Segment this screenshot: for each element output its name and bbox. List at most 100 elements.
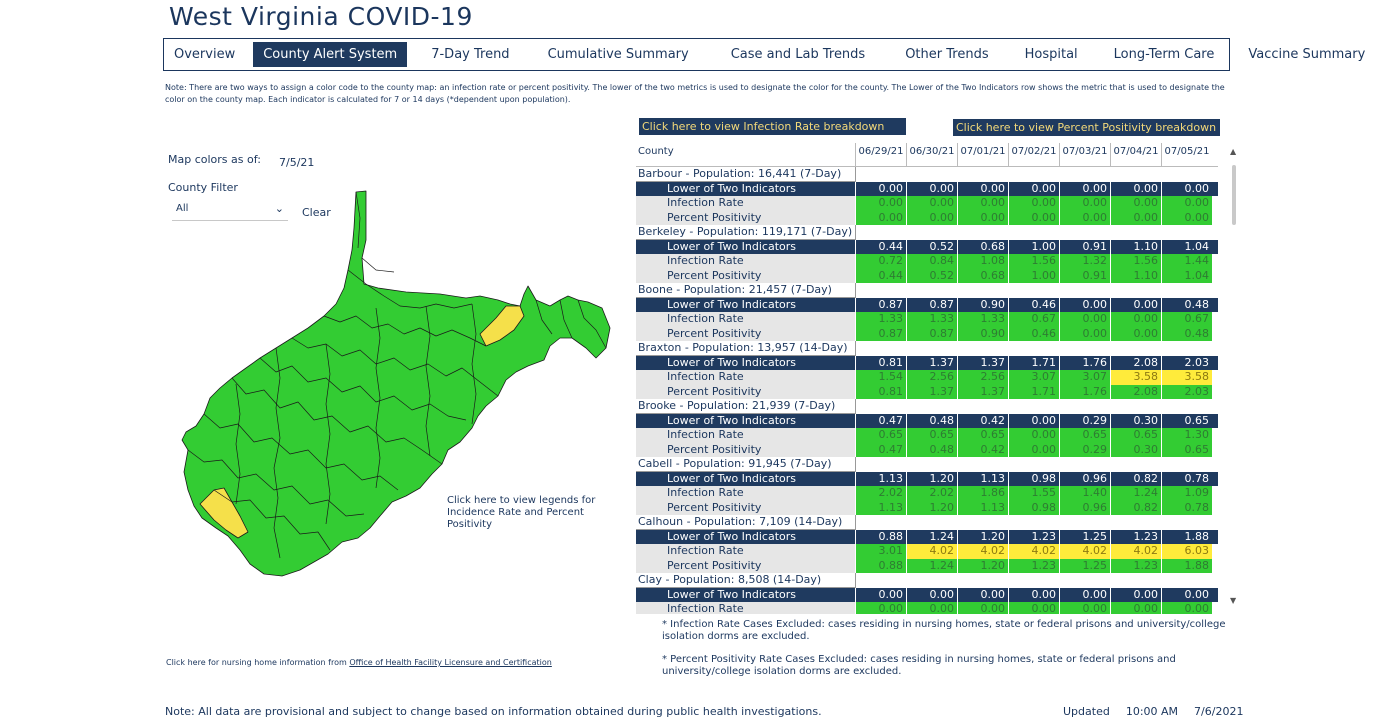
percent-positivity-row[interactable]: Percent Positivity 0.47 0.48 0.42 0.00 0.29 0.… bbox=[636, 442, 1218, 457]
scroll-up-icon[interactable]: ▲ bbox=[1230, 147, 1237, 156]
lower-of-two-indicators-row[interactable]: Lower of Two Indicators 0.44 0.52 0.68 1.00 0… bbox=[636, 239, 1218, 254]
county-column-header[interactable]: County bbox=[638, 146, 674, 157]
tab-hospital[interactable]: Hospital bbox=[1024, 47, 1078, 62]
percent-positivity-breakdown-button[interactable]: Click here to view Percent Positivity br… bbox=[953, 119, 1220, 136]
percent-positivity-row[interactable]: Percent Positivity 0.88 1.24 1.20 1.23 1.25 1.… bbox=[636, 558, 1218, 573]
metric-cell: 0.48 bbox=[906, 442, 957, 457]
date-column-header[interactable]: 07/01/21 bbox=[957, 143, 1008, 166]
tab-case-and-lab-trends[interactable]: Case and Lab Trends bbox=[730, 47, 866, 62]
metric-cell: 0.00 bbox=[1110, 587, 1161, 602]
nav-bar: Overview County Alert System 7-Day Trend Cu… bbox=[163, 38, 1365, 71]
clear-filter-button[interactable]: Clear bbox=[302, 206, 331, 219]
tab-overview[interactable]: Overview bbox=[174, 47, 236, 62]
date-column-header[interactable]: 07/02/21 bbox=[1008, 143, 1059, 166]
county-name: Brooke - Population: 21,939 (7-Day) bbox=[636, 399, 856, 414]
metric-cell: 0.48 bbox=[906, 413, 957, 428]
date-column-header[interactable]: 06/29/21 bbox=[855, 143, 906, 166]
county-map[interactable] bbox=[180, 188, 612, 580]
metric-cell: 1.71 bbox=[1008, 384, 1059, 399]
date-column-header[interactable]: 07/04/21 bbox=[1110, 143, 1161, 166]
infection-rate-row[interactable]: Infection Rate 0.00 0.00 0.00 0.00 0.00 0.00 0.… bbox=[636, 196, 1218, 211]
county-row[interactable]: Braxton - Population: 13,957 (14-Day) bbox=[636, 341, 1218, 356]
lower-of-two-indicators-row[interactable]: Lower of Two Indicators 0.00 0.00 0.00 0.00 0… bbox=[636, 587, 1218, 602]
infection-rate-row[interactable]: Infection Rate 0.00 0.00 0.00 0.00 0.00 0.00 0.… bbox=[636, 602, 1218, 614]
percent-positivity-row[interactable]: Percent Positivity 0.87 0.87 0.90 0.46 0.00 0.… bbox=[636, 326, 1218, 341]
metric-cell: 1.24 bbox=[1110, 486, 1161, 501]
lower-of-two-indicators-row[interactable]: Lower of Two Indicators 0.47 0.48 0.42 0.00 0… bbox=[636, 413, 1218, 428]
metric-cell: 1.13 bbox=[855, 471, 906, 486]
county-row[interactable]: Berkeley - Population: 119,171 (7-Day) bbox=[636, 225, 1218, 240]
scrollbar-thumb[interactable] bbox=[1232, 165, 1236, 225]
county-map-yellow-northeast[interactable] bbox=[479, 305, 525, 347]
county-map-state-shape[interactable] bbox=[181, 190, 611, 577]
county-row[interactable]: Barbour - Population: 16,441 (7-Day) bbox=[636, 167, 1218, 182]
metric-cell: 0.00 bbox=[957, 602, 1008, 614]
updated-label: Updated bbox=[1063, 705, 1110, 718]
table-scrollbar[interactable]: ▲ ▼ bbox=[1229, 147, 1239, 605]
metric-cell: 0.00 bbox=[1161, 181, 1212, 196]
metric-cell: 0.65 bbox=[957, 428, 1008, 443]
legends-link[interactable]: Click here to view legends for Incidence… bbox=[447, 495, 596, 530]
lower-of-two-indicators-row[interactable]: Lower of Two Indicators 1.13 1.20 1.13 0.98 0… bbox=[636, 471, 1218, 486]
infection-rate-row[interactable]: Infection Rate 0.72 0.84 1.08 1.56 1.32 1.56 1.… bbox=[636, 254, 1218, 269]
percent-positivity-row[interactable]: Percent Positivity 0.44 0.52 0.68 1.00 0.91 1.… bbox=[636, 268, 1218, 283]
county-row[interactable]: Boone - Population: 21,457 (7-Day) bbox=[636, 283, 1218, 298]
metric-cell: 0.88 bbox=[855, 529, 906, 544]
metric-cell: 1.76 bbox=[1059, 355, 1110, 370]
metric-label: Lower of Two Indicators bbox=[667, 471, 797, 485]
metric-cell: 0.68 bbox=[957, 268, 1008, 283]
metric-cell: 0.42 bbox=[957, 442, 1008, 457]
metric-cell: 0.00 bbox=[957, 587, 1008, 602]
metric-cell: 0.82 bbox=[1110, 471, 1161, 486]
metric-cell: 1.24 bbox=[906, 529, 957, 544]
county-row[interactable]: Brooke - Population: 21,939 (7-Day) bbox=[636, 399, 1218, 414]
county-alert-table[interactable]: County 06/29/21 06/30/21 07/01/21 07/02/21 0… bbox=[636, 143, 1218, 614]
infection-rate-row[interactable]: Infection Rate 3.01 4.02 4.02 4.02 4.02 4.02 6.… bbox=[636, 544, 1218, 559]
date-column-header[interactable]: 07/05/21 bbox=[1161, 143, 1212, 166]
county-row[interactable]: Clay - Population: 8,508 (14-Day) bbox=[636, 573, 1218, 588]
metric-cell: 1.08 bbox=[957, 254, 1008, 269]
metric-cell: 0.00 bbox=[1110, 210, 1161, 225]
tab-county-alert-system[interactable]: County Alert System bbox=[253, 42, 408, 67]
metric-label: Infection Rate bbox=[636, 254, 855, 269]
lower-of-two-indicators-row[interactable]: Lower of Two Indicators 0.81 1.37 1.37 1.71 1… bbox=[636, 355, 1218, 370]
county-row[interactable]: Cabell - Population: 91,945 (7-Day) bbox=[636, 457, 1218, 472]
tab-7-day-trend[interactable]: 7-Day Trend bbox=[431, 47, 510, 62]
percent-positivity-row[interactable]: Percent Positivity 0.00 0.00 0.00 0.00 0.00 0.… bbox=[636, 210, 1218, 225]
county-filter-select[interactable]: All ⌄ bbox=[172, 200, 288, 221]
metric-cell: 1.09 bbox=[1161, 486, 1212, 501]
metric-cell: 1.37 bbox=[906, 384, 957, 399]
metric-cell: 4.02 bbox=[1059, 544, 1110, 559]
infection-rate-row[interactable]: Infection Rate 1.33 1.33 1.33 0.67 0.00 0.00 0.… bbox=[636, 312, 1218, 327]
metric-cell: 2.56 bbox=[906, 370, 957, 385]
metric-cell: 0.00 bbox=[855, 602, 906, 614]
metric-cell: 1.10 bbox=[1110, 268, 1161, 283]
county-row-spacer bbox=[856, 341, 1218, 356]
metric-cell: 0.88 bbox=[855, 558, 906, 573]
metric-cell: 0.00 bbox=[1008, 196, 1059, 211]
metric-cell: 0.00 bbox=[1059, 210, 1110, 225]
metric-cell: 0.81 bbox=[855, 384, 906, 399]
percent-positivity-row[interactable]: Percent Positivity 0.81 1.37 1.37 1.71 1.76 2.… bbox=[636, 384, 1218, 399]
lower-of-two-indicators-row[interactable]: Lower of Two Indicators 0.87 0.87 0.90 0.46 0… bbox=[636, 297, 1218, 312]
date-column-header[interactable]: 07/03/21 bbox=[1059, 143, 1110, 166]
county-map-yellow-southwest[interactable] bbox=[199, 487, 249, 539]
tab-cumulative-summary[interactable]: Cumulative Summary bbox=[547, 47, 689, 62]
metric-cell: 0.00 bbox=[1110, 181, 1161, 196]
metric-cell: 0.42 bbox=[957, 413, 1008, 428]
infection-rate-row[interactable]: Infection Rate 0.65 0.65 0.65 0.00 0.65 0.65 1.… bbox=[636, 428, 1218, 443]
nursing-home-link[interactable]: Office of Health Facility Licensure and … bbox=[349, 658, 552, 667]
lower-of-two-indicators-row[interactable]: Lower of Two Indicators 0.88 1.24 1.20 1.23 1… bbox=[636, 529, 1218, 544]
date-column-header[interactable]: 06/30/21 bbox=[906, 143, 957, 166]
metric-cell: 1.37 bbox=[906, 355, 957, 370]
infection-rate-breakdown-button[interactable]: Click here to view Infection Rate breakd… bbox=[639, 118, 906, 135]
infection-rate-row[interactable]: Infection Rate 1.54 2.56 2.56 3.07 3.07 3.58 3.… bbox=[636, 370, 1218, 385]
percent-positivity-row[interactable]: Percent Positivity 1.13 1.20 1.13 0.98 0.96 0.… bbox=[636, 500, 1218, 515]
infection-rate-row[interactable]: Infection Rate 2.02 2.02 1.86 1.55 1.40 1.24 1.… bbox=[636, 486, 1218, 501]
lower-of-two-indicators-row[interactable]: Lower of Two Indicators 0.00 0.00 0.00 0.00 0… bbox=[636, 181, 1218, 196]
county-row[interactable]: Calhoun - Population: 7,109 (14-Day) bbox=[636, 515, 1218, 530]
scroll-down-icon[interactable]: ▼ bbox=[1230, 596, 1237, 605]
tab-long-term-care[interactable]: Long-Term Care bbox=[1113, 47, 1215, 62]
tab-vaccine-summary[interactable]: Vaccine Summary bbox=[1248, 47, 1366, 62]
tab-other-trends[interactable]: Other Trends bbox=[905, 47, 989, 62]
